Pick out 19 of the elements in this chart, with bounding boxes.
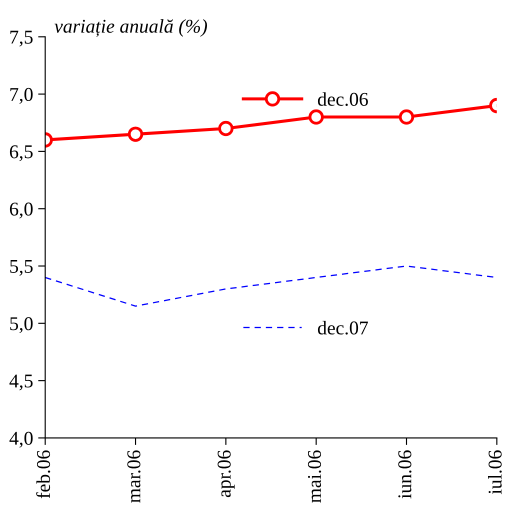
point xyxy=(308,109,324,125)
legend-label: dec.07 xyxy=(318,320,368,335)
x-tick-label: iun.06 xyxy=(398,450,412,498)
x-tick-label: mar.06 xyxy=(127,450,140,503)
legend-label: dec.06 xyxy=(318,92,368,106)
y-tick-label: 4,5 xyxy=(9,374,33,390)
y-tick-label: 5,0 xyxy=(10,317,33,334)
y-tick-label: 7,5 xyxy=(10,30,33,47)
y-axis-title: variație anuală (%) xyxy=(54,19,208,37)
y-tick-label: 7,0 xyxy=(10,88,33,104)
x-tick-label: feb.06 xyxy=(36,450,50,498)
x-tick-label: apr.06 xyxy=(218,450,235,498)
point xyxy=(218,120,234,136)
y-tick-label: 5,5 xyxy=(10,260,33,276)
x-tick-label: iul.06 xyxy=(488,450,502,494)
y-tick-label: 6,0 xyxy=(10,202,33,218)
y-tick-label: 4,0 xyxy=(9,432,33,448)
y-tick-label: 6,5 xyxy=(10,145,33,162)
x-tick-label: mai.06 xyxy=(308,450,322,503)
